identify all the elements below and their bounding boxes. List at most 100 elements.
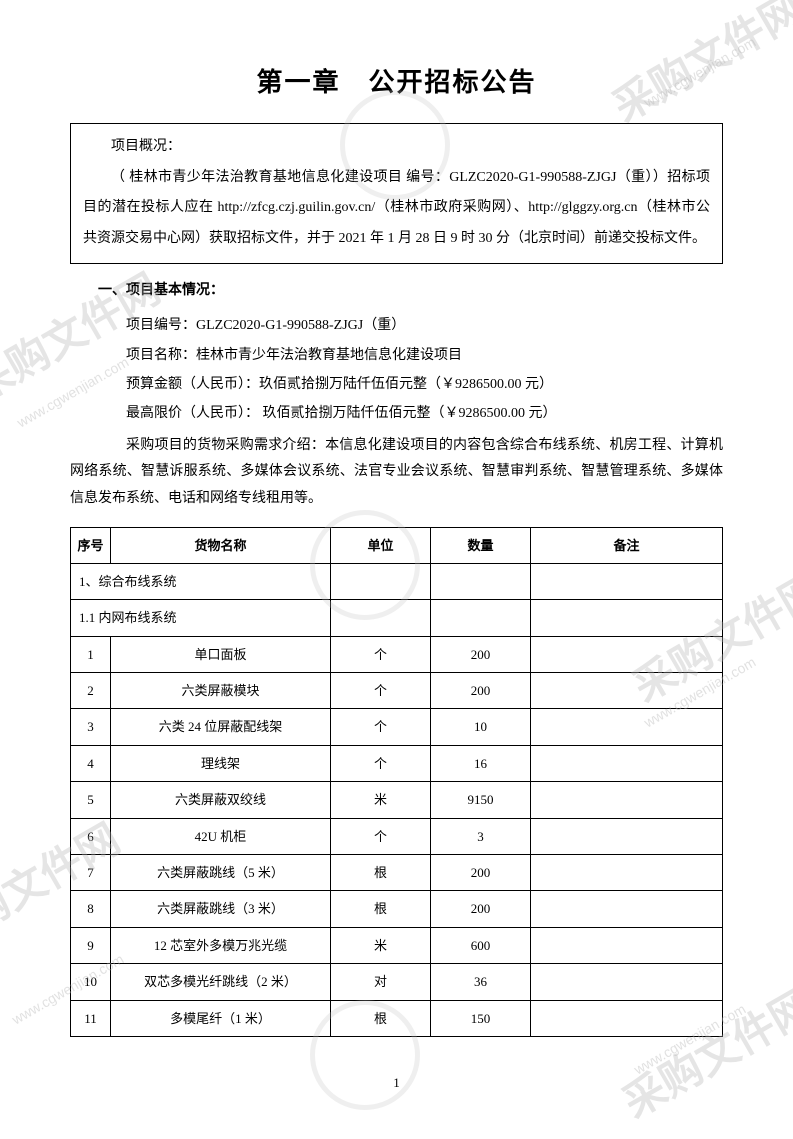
cell-seq: 9 (71, 927, 111, 963)
cell-name: 六类屏蔽跳线（5 米） (111, 855, 331, 891)
cell-remark (531, 636, 723, 672)
watermark-url: www.cgwenjian.com (12, 350, 134, 435)
cell-unit: 个 (331, 636, 431, 672)
cell-qty: 3 (431, 818, 531, 854)
cell-name: 六类屏蔽跳线（3 米） (111, 891, 331, 927)
cell-seq: 3 (71, 709, 111, 745)
cell-remark (531, 745, 723, 781)
cell-unit: 根 (331, 855, 431, 891)
budget-label: 预算金额（人民币）： (126, 377, 259, 392)
cell-name: 六类 24 位屏蔽配线架 (111, 709, 331, 745)
table-section-row: 1、综合布线系统 (71, 563, 723, 599)
project-code: GLZC2020-G1-990588-ZJGJ（重） (196, 318, 405, 333)
empty-cell (431, 600, 531, 636)
empty-cell (331, 600, 431, 636)
cell-remark (531, 855, 723, 891)
empty-cell (531, 563, 723, 599)
cell-remark (531, 964, 723, 1000)
col-header-remark: 备注 (531, 527, 723, 563)
budget-line: 预算金额（人民币）：玖佰贰拾捌万陆仟伍佰元整（￥9286500.00 元） (126, 370, 723, 399)
cell-seq: 4 (71, 745, 111, 781)
col-header-seq: 序号 (71, 527, 111, 563)
empty-cell (331, 563, 431, 599)
budget-value: 玖佰贰拾捌万陆仟伍佰元整（￥9286500.00 元） (259, 377, 553, 392)
cell-unit: 个 (331, 673, 431, 709)
max-price-value: 玖佰贰拾捌万陆仟伍佰元整（￥9286500.00 元） (259, 406, 557, 421)
cell-name: 12 芯室外多模万兆光缆 (111, 927, 331, 963)
cell-qty: 16 (431, 745, 531, 781)
empty-cell (431, 563, 531, 599)
table-row: 10双芯多模光纤跳线（2 米）对36 (71, 964, 723, 1000)
cell-qty: 200 (431, 891, 531, 927)
cell-remark (531, 673, 723, 709)
cell-seq: 8 (71, 891, 111, 927)
table-row: 4理线架个16 (71, 745, 723, 781)
cell-unit: 根 (331, 891, 431, 927)
col-header-name: 货物名称 (111, 527, 331, 563)
cell-seq: 2 (71, 673, 111, 709)
cell-name: 42U 机柜 (111, 818, 331, 854)
table-row: 912 芯室外多模万兆光缆米600 (71, 927, 723, 963)
cell-qty: 36 (431, 964, 531, 1000)
col-header-unit: 单位 (331, 527, 431, 563)
cell-seq: 10 (71, 964, 111, 1000)
section-header: 一、项目基本情况： (70, 278, 723, 303)
max-price-line: 最高限价（人民币）： 玖佰贰拾捌万陆仟伍佰元整（￥9286500.00 元） (126, 399, 723, 428)
cell-name: 多模尾纤（1 米） (111, 1000, 331, 1036)
cell-qty: 200 (431, 855, 531, 891)
cell-seq: 6 (71, 818, 111, 854)
page-title: 第一章 公开招标公告 (70, 60, 723, 107)
cell-unit: 个 (331, 818, 431, 854)
table-row: 8六类屏蔽跳线（3 米）根200 (71, 891, 723, 927)
table-row: 5六类屏蔽双绞线米9150 (71, 782, 723, 818)
cell-remark (531, 782, 723, 818)
goods-table: 序号 货物名称 单位 数量 备注 1、综合布线系统1.1 内网布线系统1单口面板… (70, 527, 723, 1037)
cell-remark (531, 891, 723, 927)
table-row: 642U 机柜个3 (71, 818, 723, 854)
cell-qty: 600 (431, 927, 531, 963)
table-header-row: 序号 货物名称 单位 数量 备注 (71, 527, 723, 563)
table-row: 7六类屏蔽跳线（5 米）根200 (71, 855, 723, 891)
overview-box: 项目概况： （ 桂林市青少年法治教育基地信息化建设项目 编号：GLZC2020-… (70, 123, 723, 264)
cell-seq: 5 (71, 782, 111, 818)
empty-cell (531, 600, 723, 636)
col-header-qty: 数量 (431, 527, 531, 563)
cell-qty: 200 (431, 636, 531, 672)
cell-name: 六类屏蔽双绞线 (111, 782, 331, 818)
section-cell: 1.1 内网布线系统 (71, 600, 331, 636)
section-cell: 1、综合布线系统 (71, 563, 331, 599)
cell-name: 六类屏蔽模块 (111, 673, 331, 709)
project-code-line: 项目编号：GLZC2020-G1-990588-ZJGJ（重） (126, 311, 723, 340)
cell-unit: 对 (331, 964, 431, 1000)
cell-name: 理线架 (111, 745, 331, 781)
cell-unit: 米 (331, 782, 431, 818)
cell-qty: 200 (431, 673, 531, 709)
cell-unit: 个 (331, 709, 431, 745)
cell-remark (531, 709, 723, 745)
table-row: 3六类 24 位屏蔽配线架个10 (71, 709, 723, 745)
project-name-line: 项目名称：桂林市青少年法治教育基地信息化建设项目 (126, 341, 723, 370)
cell-qty: 9150 (431, 782, 531, 818)
table-row: 1单口面板个200 (71, 636, 723, 672)
cell-name: 双芯多模光纤跳线（2 米） (111, 964, 331, 1000)
project-code-label: 项目编号： (126, 318, 196, 333)
cell-name: 单口面板 (111, 636, 331, 672)
description-paragraph: 采购项目的货物采购需求介绍：本信息化建设项目的内容包含综合布线系统、机房工程、计… (70, 433, 723, 513)
max-price-label: 最高限价（人民币）： (126, 406, 259, 421)
cell-seq: 7 (71, 855, 111, 891)
overview-text: （ 桂林市青少年法治教育基地信息化建设项目 编号：GLZC2020-G1-990… (83, 163, 710, 255)
cell-seq: 1 (71, 636, 111, 672)
cell-remark (531, 927, 723, 963)
cell-qty: 10 (431, 709, 531, 745)
overview-label: 项目概况： (83, 132, 710, 163)
cell-qty: 150 (431, 1000, 531, 1036)
cell-unit: 根 (331, 1000, 431, 1036)
cell-remark (531, 818, 723, 854)
project-name: 桂林市青少年法治教育基地信息化建设项目 (196, 348, 462, 363)
cell-unit: 米 (331, 927, 431, 963)
cell-remark (531, 1000, 723, 1036)
cell-unit: 个 (331, 745, 431, 781)
project-name-label: 项目名称： (126, 348, 196, 363)
table-row: 2六类屏蔽模块个200 (71, 673, 723, 709)
table-row: 11多模尾纤（1 米）根150 (71, 1000, 723, 1036)
